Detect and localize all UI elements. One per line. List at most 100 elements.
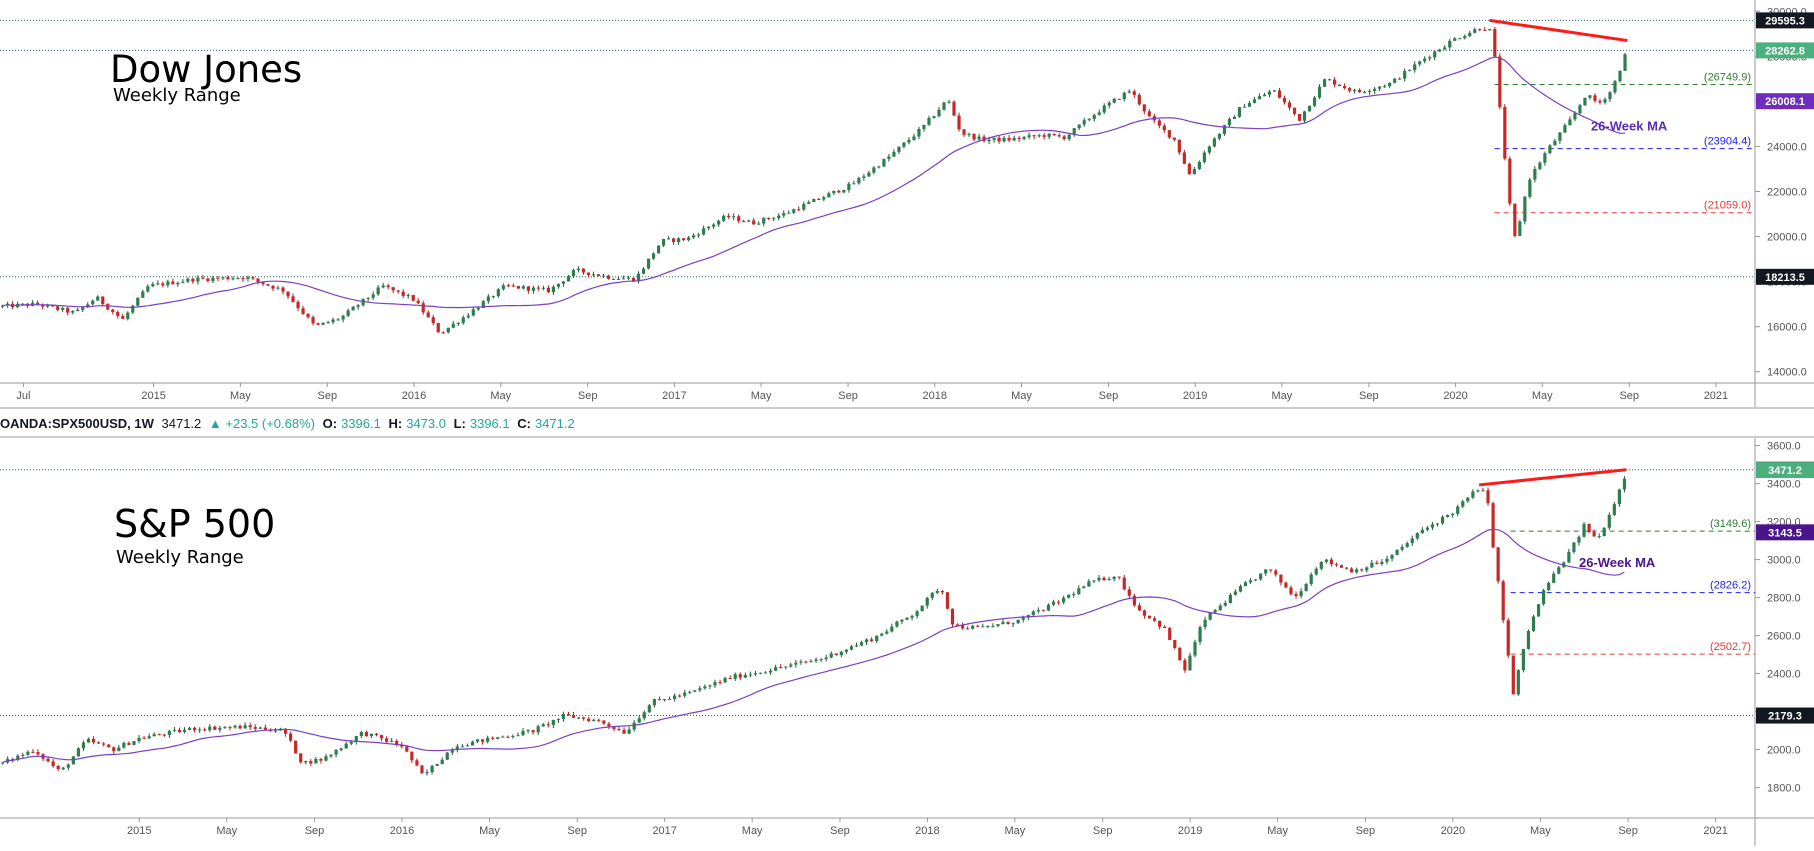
candle-body <box>546 287 551 293</box>
time-tick-label: May <box>742 825 763 837</box>
candle-body <box>1503 107 1507 159</box>
candle-body <box>738 674 742 678</box>
candle-body <box>966 628 970 630</box>
symbol-name[interactable]: OANDA:SPX500USD, 1W <box>0 416 154 431</box>
candle-body <box>1217 134 1222 139</box>
candle-body <box>814 659 818 662</box>
candle-body <box>632 722 636 730</box>
chart-title: S&P 500 <box>114 502 275 546</box>
candle-body <box>621 278 626 280</box>
time-tick-label: May <box>1532 390 1553 402</box>
candle-body <box>206 278 210 281</box>
price-tick-label: 22000.0 <box>1767 187 1807 199</box>
candle-body <box>223 727 227 729</box>
candle-body <box>1107 578 1111 581</box>
time-tick-label: Sep <box>838 390 858 402</box>
candle-body <box>582 717 586 719</box>
candle-body <box>271 285 275 289</box>
candle-body <box>942 102 946 110</box>
candle-body <box>334 749 338 755</box>
candle-body <box>1612 504 1616 515</box>
candle-body <box>1082 120 1086 125</box>
candle-body <box>177 729 182 732</box>
time-tick-label: May <box>1005 825 1026 837</box>
price-tick-label: 2400.0 <box>1767 669 1801 681</box>
candle-body <box>1297 113 1302 121</box>
candle-body <box>1287 102 1292 108</box>
candle-body <box>1203 619 1207 628</box>
candle-body <box>1264 569 1268 574</box>
candle-body <box>506 285 510 287</box>
candle-body <box>126 312 130 319</box>
candle-body <box>1036 610 1040 612</box>
candle-body <box>1168 628 1172 640</box>
candle-body <box>1016 619 1020 624</box>
trendline <box>1478 468 1627 487</box>
candle-body <box>1006 621 1010 625</box>
time-tick-label: Sep <box>1618 825 1638 837</box>
candle-body <box>1380 561 1384 564</box>
candle-body <box>172 729 177 731</box>
candle-body <box>1430 524 1435 528</box>
candle-body <box>596 274 601 277</box>
price-label-bg <box>1756 462 1814 479</box>
candle-body <box>415 760 419 766</box>
price-tick-label: 3400.0 <box>1767 479 1801 491</box>
candle-body <box>450 750 454 753</box>
candle-body <box>304 761 308 763</box>
candle-body <box>221 277 225 279</box>
candle-body <box>1478 29 1482 31</box>
candle-body <box>1327 79 1332 81</box>
candle-body <box>727 215 731 218</box>
candle-body <box>536 287 540 289</box>
candle-body <box>142 737 146 739</box>
candle-body <box>273 730 278 732</box>
candle-body <box>1491 503 1495 548</box>
candle-body <box>56 765 60 770</box>
candle-body <box>1142 610 1147 616</box>
candle-body <box>410 751 414 761</box>
candle-body <box>359 731 363 737</box>
candle-body <box>1222 125 1227 135</box>
candle-body <box>21 303 25 305</box>
candle-body <box>656 245 661 254</box>
open-value: 3396.1 <box>341 416 381 431</box>
candle-body <box>541 287 546 289</box>
candle-body <box>1488 28 1492 31</box>
candle-body <box>1513 203 1517 236</box>
candle-body <box>1289 587 1293 595</box>
candle-body <box>1072 594 1076 596</box>
candle-body <box>46 305 50 307</box>
candle-body <box>962 129 966 135</box>
time-tick-label: 2018 <box>923 390 947 402</box>
candle-body <box>779 667 783 669</box>
time-tick-label: May <box>1271 390 1292 402</box>
candle-body <box>945 592 950 609</box>
candle-body <box>1046 604 1051 611</box>
candle-body <box>391 287 395 291</box>
candle-body <box>1428 57 1432 59</box>
candle-body <box>1262 94 1267 97</box>
candle-body <box>707 226 711 229</box>
candle-body <box>1147 111 1151 117</box>
candle-body <box>1365 567 1369 571</box>
candle-body <box>61 308 65 310</box>
candle-body <box>935 591 939 593</box>
candle-body <box>486 296 490 302</box>
candle-body <box>1516 670 1520 695</box>
candle-body <box>61 767 65 770</box>
candle-body <box>1521 648 1525 671</box>
candle-body <box>1603 99 1607 103</box>
candle-body <box>198 729 202 731</box>
candle-body <box>1458 38 1462 40</box>
high-label: H: <box>388 416 403 431</box>
candle-body <box>677 238 681 243</box>
close-value: 3471.2 <box>534 416 575 431</box>
candle-body <box>465 745 470 747</box>
candle-body <box>341 315 345 320</box>
candle-body <box>772 218 776 220</box>
candle-body <box>309 761 313 764</box>
candle-body <box>137 737 141 742</box>
candle-body <box>1292 107 1297 114</box>
candle-body <box>717 220 721 225</box>
